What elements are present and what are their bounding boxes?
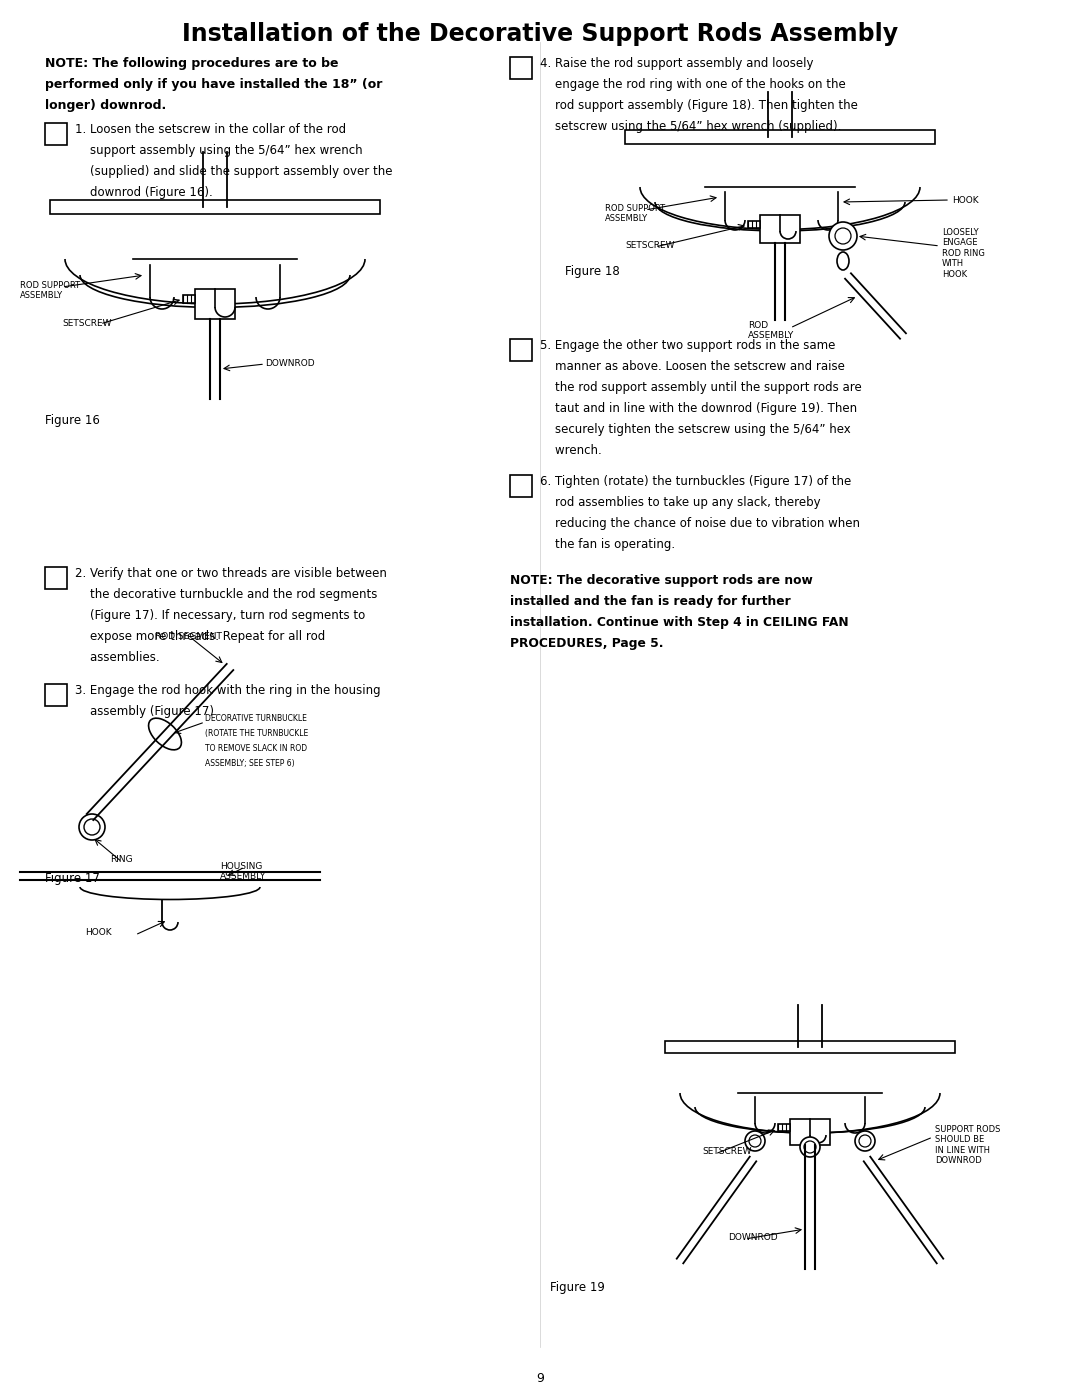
Text: installed and the fan is ready for further: installed and the fan is ready for furth… [510, 595, 791, 608]
Text: assemblies.: assemblies. [75, 651, 160, 664]
Text: 1. Loosen the setscrew in the collar of the rod: 1. Loosen the setscrew in the collar of … [75, 123, 346, 136]
Circle shape [750, 1134, 761, 1147]
Circle shape [745, 1132, 765, 1151]
Bar [760, 215, 800, 243]
Text: DOWNROD: DOWNROD [728, 1234, 778, 1242]
Text: SETSCREW: SETSCREW [625, 242, 675, 250]
Bar [45, 567, 67, 590]
Circle shape [79, 814, 105, 840]
Circle shape [84, 819, 100, 835]
Text: LOOSELY
ENGAGE
ROD RING
WITH
HOOK: LOOSELY ENGAGE ROD RING WITH HOOK [942, 228, 985, 278]
Text: longer) downrod.: longer) downrod. [45, 99, 166, 112]
Text: wrench.: wrench. [540, 444, 602, 457]
Bar [789, 1119, 831, 1146]
Text: taut and in line with the downrod (Figure 19). Then: taut and in line with the downrod (Figur… [540, 402, 858, 415]
Circle shape [855, 1132, 875, 1151]
Bar [510, 475, 532, 497]
Text: NOTE: The following procedures are to be: NOTE: The following procedures are to be [45, 57, 338, 70]
Text: DECORATIVE TURNBUCKLE: DECORATIVE TURNBUCKLE [205, 714, 307, 724]
Text: 9: 9 [536, 1372, 544, 1384]
Text: ROD SEGMENT: ROD SEGMENT [156, 631, 221, 641]
Text: ROD SUPPORT
ASSEMBLY: ROD SUPPORT ASSEMBLY [21, 281, 80, 300]
Text: (ROTATE THE TURNBUCKLE: (ROTATE THE TURNBUCKLE [205, 729, 308, 738]
Text: the fan is operating.: the fan is operating. [540, 538, 675, 550]
Circle shape [804, 1141, 816, 1153]
Text: securely tighten the setscrew using the 5/64” hex: securely tighten the setscrew using the … [540, 423, 851, 436]
Text: HOOK: HOOK [951, 196, 978, 205]
Text: TO REMOVE SLACK IN ROD: TO REMOVE SLACK IN ROD [205, 745, 307, 753]
Circle shape [859, 1134, 870, 1147]
Text: downrod (Figure 16).: downrod (Figure 16). [75, 186, 213, 198]
Bar [45, 685, 67, 705]
Text: ROD SUPPORT
ASSEMBLY: ROD SUPPORT ASSEMBLY [605, 204, 665, 224]
Text: ASSEMBLY; SEE STEP 6): ASSEMBLY; SEE STEP 6) [205, 759, 295, 768]
Bar [50, 200, 380, 214]
Circle shape [835, 228, 851, 244]
Text: Figure 16: Figure 16 [45, 414, 99, 427]
Text: HOUSING
ASSEMBLY: HOUSING ASSEMBLY [220, 862, 267, 882]
Bar [510, 57, 532, 80]
Text: performed only if you have installed the 18” (or: performed only if you have installed the… [45, 78, 382, 91]
Text: 3. Engage the rod hook with the ring in the housing: 3. Engage the rod hook with the ring in … [75, 685, 380, 697]
Text: Figure 19: Figure 19 [550, 1281, 605, 1294]
Text: PROCEDURES, Page 5.: PROCEDURES, Page 5. [510, 637, 663, 650]
Circle shape [829, 222, 858, 250]
Circle shape [800, 1137, 820, 1157]
Text: Figure 17: Figure 17 [45, 872, 99, 886]
Ellipse shape [837, 251, 849, 270]
Bar [183, 295, 195, 303]
Text: (supplied) and slide the support assembly over the: (supplied) and slide the support assembl… [75, 165, 392, 177]
Text: SUPPORT RODS
SHOULD BE
IN LINE WITH
DOWNROD: SUPPORT RODS SHOULD BE IN LINE WITH DOWN… [935, 1125, 1000, 1165]
Text: Figure 18: Figure 18 [565, 265, 620, 278]
Text: 6. Tighten (rotate) the turnbuckles (Figure 17) of the: 6. Tighten (rotate) the turnbuckles (Fig… [540, 475, 851, 488]
Text: NOTE: The decorative support rods are now: NOTE: The decorative support rods are no… [510, 574, 813, 587]
Text: 2. Verify that one or two threads are visible between: 2. Verify that one or two threads are vi… [75, 567, 387, 580]
Text: assembly (Figure 17).: assembly (Figure 17). [75, 705, 218, 718]
Text: the rod support assembly until the support rods are: the rod support assembly until the suppo… [540, 381, 862, 394]
Bar [625, 130, 935, 144]
Text: the decorative turnbuckle and the rod segments: the decorative turnbuckle and the rod se… [75, 588, 377, 601]
Bar [45, 123, 67, 145]
Text: DOWNROD: DOWNROD [265, 359, 314, 367]
Bar [778, 1125, 789, 1132]
Text: 4. Raise the rod support assembly and loosely: 4. Raise the rod support assembly and lo… [540, 57, 813, 70]
Text: (Figure 17). If necessary, turn rod segments to: (Figure 17). If necessary, turn rod segm… [75, 609, 365, 622]
Text: HOOK: HOOK [85, 928, 111, 937]
Text: 5. Engage the other two support rods in the same: 5. Engage the other two support rods in … [540, 339, 835, 352]
Text: setscrew using the 5/64” hex wrench (supplied).: setscrew using the 5/64” hex wrench (sup… [540, 120, 841, 133]
Text: rod assemblies to take up any slack, thereby: rod assemblies to take up any slack, the… [540, 496, 821, 509]
Text: SETSCREW: SETSCREW [62, 319, 111, 328]
Text: reducing the chance of noise due to vibration when: reducing the chance of noise due to vibr… [540, 517, 860, 529]
Text: rod support assembly (Figure 18). Then tighten the: rod support assembly (Figure 18). Then t… [540, 99, 858, 112]
Text: RING: RING [110, 855, 133, 863]
Ellipse shape [149, 718, 181, 750]
Bar [665, 1041, 955, 1053]
Bar [748, 221, 760, 228]
Bar [510, 339, 532, 360]
Text: installation. Continue with Step 4 in CEILING FAN: installation. Continue with Step 4 in CE… [510, 616, 849, 629]
Text: ROD
ASSEMBLY: ROD ASSEMBLY [748, 321, 794, 341]
Text: SETSCREW: SETSCREW [702, 1147, 752, 1155]
Bar [195, 289, 235, 319]
Text: engage the rod ring with one of the hooks on the: engage the rod ring with one of the hook… [540, 78, 846, 91]
Text: expose more threads. Repeat for all rod: expose more threads. Repeat for all rod [75, 630, 325, 643]
Text: manner as above. Loosen the setscrew and raise: manner as above. Loosen the setscrew and… [540, 360, 845, 373]
Text: Installation of the Decorative Support Rods Assembly: Installation of the Decorative Support R… [181, 22, 899, 46]
Text: support assembly using the 5/64” hex wrench: support assembly using the 5/64” hex wre… [75, 144, 363, 156]
